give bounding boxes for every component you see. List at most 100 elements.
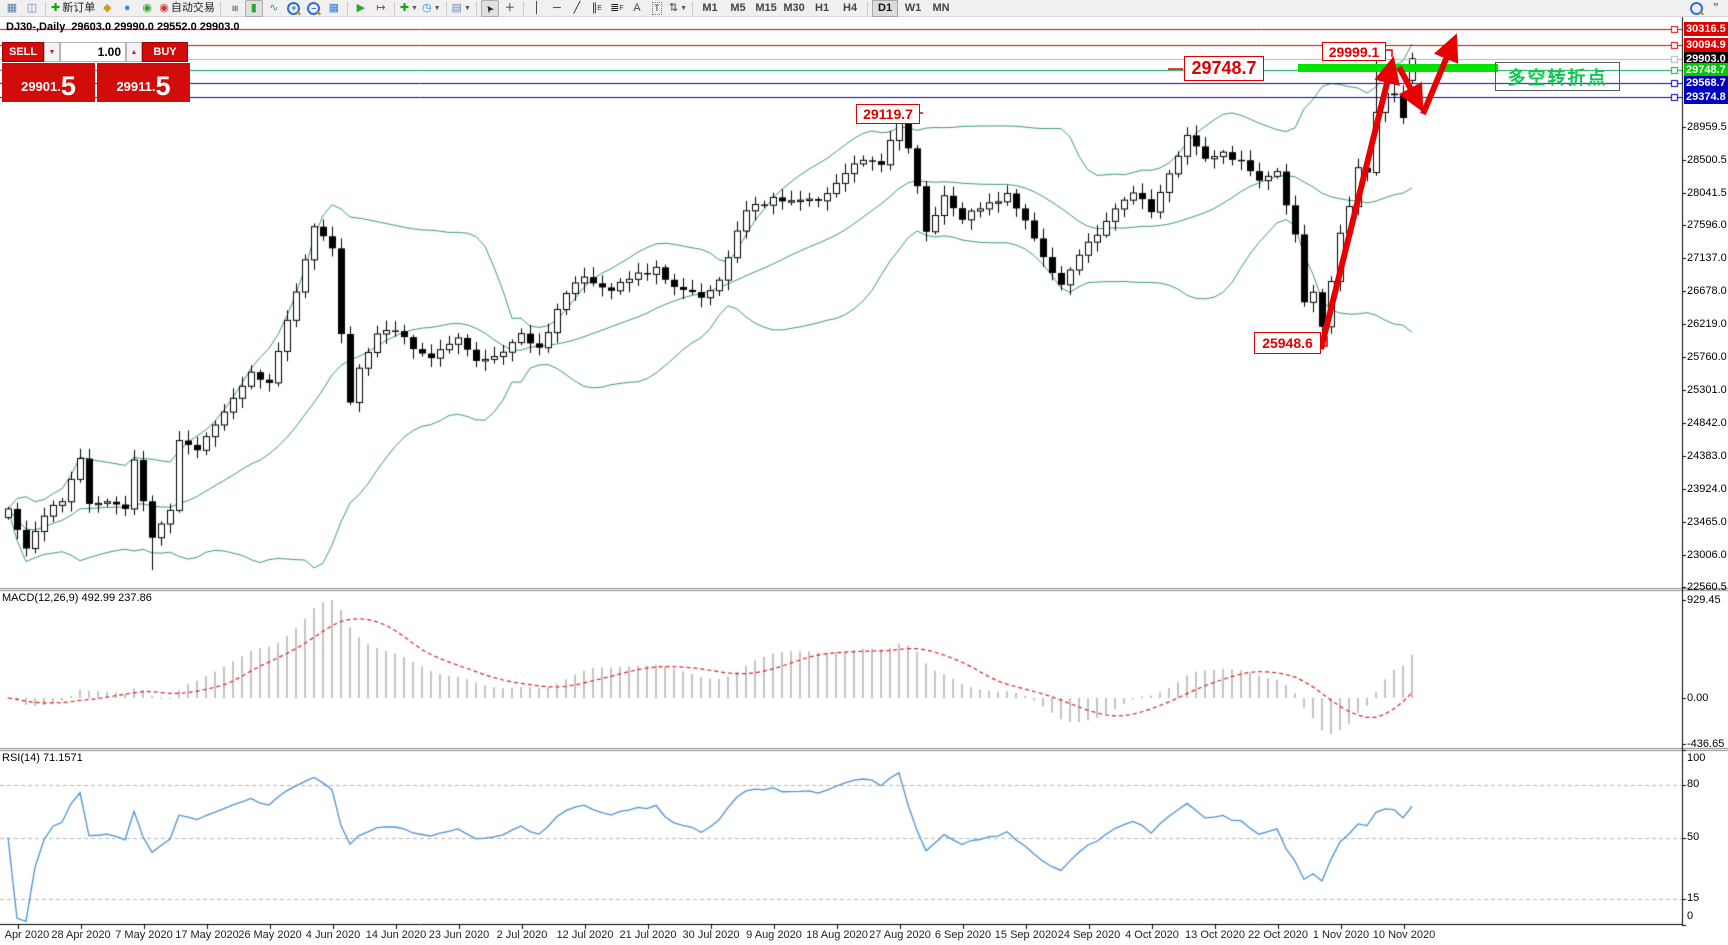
toolbar-separator	[692, 1, 694, 15]
price-axis-tick: 24383.0	[1687, 450, 1727, 463]
price-axis-tick: 28959.5	[1687, 120, 1727, 133]
tile-windows-icon: ▦	[328, 1, 340, 14]
zoom-out-icon: –	[307, 1, 321, 15]
volume-decrease-button[interactable]: ▼	[44, 42, 60, 62]
text-label-icon[interactable]: T	[648, 0, 666, 17]
toolbar-separator	[445, 1, 447, 15]
vertical-line-icon: │	[533, 1, 541, 14]
equidistant-channel-icon: ∥	[591, 1, 598, 14]
templates-icon: ▤	[451, 1, 462, 14]
timeframe-button-m5[interactable]: M5	[730, 1, 746, 14]
price-axis-tick: 25301.0	[1687, 384, 1727, 397]
volume-increase-button[interactable]: ▲	[126, 42, 142, 62]
price-axis-tick: 23465.0	[1687, 516, 1727, 529]
line-chart-icon[interactable]: ∿	[265, 0, 283, 17]
main-toolbar: ▦ ◫ ✚ 新订单 ◆ ● ◉ ◉ 自动交易 ≡ ▮ ∿ + – ▦ ▶ ↦ ✚ ▼ ◷ ▼ ▤ ▼ ➤ ＋ │ ─ ╱ ∥ E ≣ F A T ⇅…	[0, 0, 1728, 17]
sell-button[interactable]: SELL	[2, 42, 44, 62]
price-axis-tick: 28500.5	[1687, 153, 1727, 166]
timeframe-button-w1[interactable]: W1	[904, 1, 922, 14]
date-axis-label: 4 Oct 2020	[1125, 929, 1179, 941]
annotation-price-label[interactable]: 29119.7	[856, 104, 920, 124]
equidistant-channel-icon[interactable]: ∥ E	[591, 1, 602, 14]
profile-preview-icon: ◫	[26, 1, 38, 14]
macd-indicator-label: MACD(12,26,9) 492.99 237.86	[2, 592, 152, 604]
bar-chart-icon[interactable]: ≡	[225, 0, 243, 17]
trendline-icon[interactable]: ╱	[568, 0, 586, 17]
vertical-line-icon[interactable]: │	[528, 0, 546, 17]
search-icon[interactable]	[1687, 0, 1705, 17]
chart-window-icon: ▦	[6, 1, 18, 14]
volume-input[interactable]: 1.00	[60, 42, 126, 62]
zoom-in-icon[interactable]: +	[285, 0, 303, 17]
periods-clock-icon: ◷	[421, 1, 432, 14]
indicators-icon: ✚	[399, 1, 410, 14]
price-axis-tick: 27596.0	[1687, 218, 1727, 231]
candlestick-chart-icon[interactable]: ▮	[244, 0, 263, 17]
text-icon: A	[633, 1, 641, 14]
profile-preview-icon[interactable]: ◫	[23, 0, 41, 17]
toolbar-separator	[522, 1, 524, 15]
ask-price-display[interactable]: 29911. 5	[97, 63, 190, 102]
signals-icon[interactable]: ◉	[138, 0, 156, 17]
timeframe-button-m1[interactable]: M1	[702, 1, 718, 14]
timeframe-button-m15[interactable]: M15	[755, 1, 777, 14]
auto-trading-icon[interactable]: ◉ 自动交易	[158, 0, 216, 17]
date-axis-label: 14 Jun 2020	[365, 929, 427, 941]
buy-button[interactable]: BUY	[142, 42, 188, 62]
auto-scroll-icon[interactable]: ▶	[352, 0, 370, 17]
date-axis-label: 15 Sep 2020	[994, 929, 1058, 941]
date-axis-label: 26 May 2020	[238, 929, 302, 941]
community-icon[interactable]: ●	[118, 0, 136, 17]
timeframe-button-d1[interactable]: D1	[872, 0, 899, 17]
fibonacci-icon: ≣	[610, 1, 620, 14]
bid-price-display[interactable]: 29901. 5	[2, 63, 95, 102]
annotation-price-label[interactable]: 29999.1	[1322, 42, 1386, 61]
auto-trading-icon: ◉	[159, 1, 169, 14]
chart-ohlc-values: 29603.0 29990.0 29552.0 29903.0	[71, 21, 240, 33]
ask-price-big-digit: 5	[155, 71, 171, 101]
chart-shift-icon[interactable]: ↦	[372, 0, 390, 17]
date-axis-label: 9 Aug 2020	[746, 929, 802, 941]
macd-axis-tick: 929.45	[1687, 594, 1721, 606]
crosshair-icon[interactable]: ＋	[501, 0, 519, 17]
timeframe-button-h1[interactable]: H1	[815, 1, 830, 14]
timeframe-button-mn[interactable]: MN	[932, 1, 950, 14]
chat-icon[interactable]: ❞	[1707, 0, 1725, 17]
price-axis-tick: 24842.0	[1687, 417, 1727, 430]
arrows-tool-icon[interactable]: ⇅ ▼	[668, 0, 688, 17]
zoom-out-icon[interactable]: –	[305, 0, 323, 17]
horizontal-line-icon[interactable]: ─	[548, 0, 566, 17]
cursor-icon[interactable]: ➤	[480, 0, 499, 17]
price-level-label: 29568.7	[1684, 75, 1728, 90]
text-icon[interactable]: A	[628, 0, 646, 17]
new-order-icon[interactable]: ✚ 新订单	[50, 0, 96, 17]
toolbar-separator	[346, 1, 348, 15]
toolbar-separator	[45, 1, 46, 15]
templates-icon[interactable]: ▤ ▼	[451, 0, 472, 17]
tile-windows-icon[interactable]: ▦	[325, 0, 343, 17]
date-axis-label: 30 Jul 2020	[682, 929, 740, 941]
timeframe-button-h4[interactable]: H4	[843, 1, 858, 14]
indicators-icon[interactable]: ✚ ▼	[399, 0, 419, 17]
chart-title: DJ30-,Daily 29603.0 29990.0 29552.0 29903…	[6, 21, 240, 33]
annotation-note-text[interactable]: 多空转折点	[1495, 62, 1620, 91]
line-chart-icon: ∿	[269, 1, 279, 14]
price-axis-tick: 27137.0	[1687, 251, 1727, 264]
timeframe-button-m30[interactable]: M30	[783, 1, 805, 14]
chevron-down-icon: ▼	[411, 4, 418, 12]
annotation-price-label[interactable]: 29748.7	[1184, 56, 1264, 81]
date-axis-label: 27 Aug 2020	[869, 929, 931, 941]
chevron-down-icon: ▼	[463, 4, 471, 12]
price-axis-tick: 26219.0	[1687, 318, 1727, 330]
signals-icon: ◉	[142, 1, 153, 14]
rsi-axis-tick: 50	[1687, 830, 1700, 843]
periods-clock-icon[interactable]: ◷ ▼	[421, 0, 442, 17]
date-axis-label: 10 Nov 2020	[1372, 929, 1436, 941]
chart-window-icon[interactable]: ▦	[3, 0, 21, 17]
annotation-price-label[interactable]: 25948.6	[1254, 332, 1321, 354]
fibonacci-icon[interactable]: ≣ F	[610, 1, 624, 14]
price-level-label: 29374.8	[1684, 89, 1728, 104]
toolbar-separator	[393, 1, 395, 15]
depth-of-market-icon[interactable]: ◆	[98, 0, 116, 17]
